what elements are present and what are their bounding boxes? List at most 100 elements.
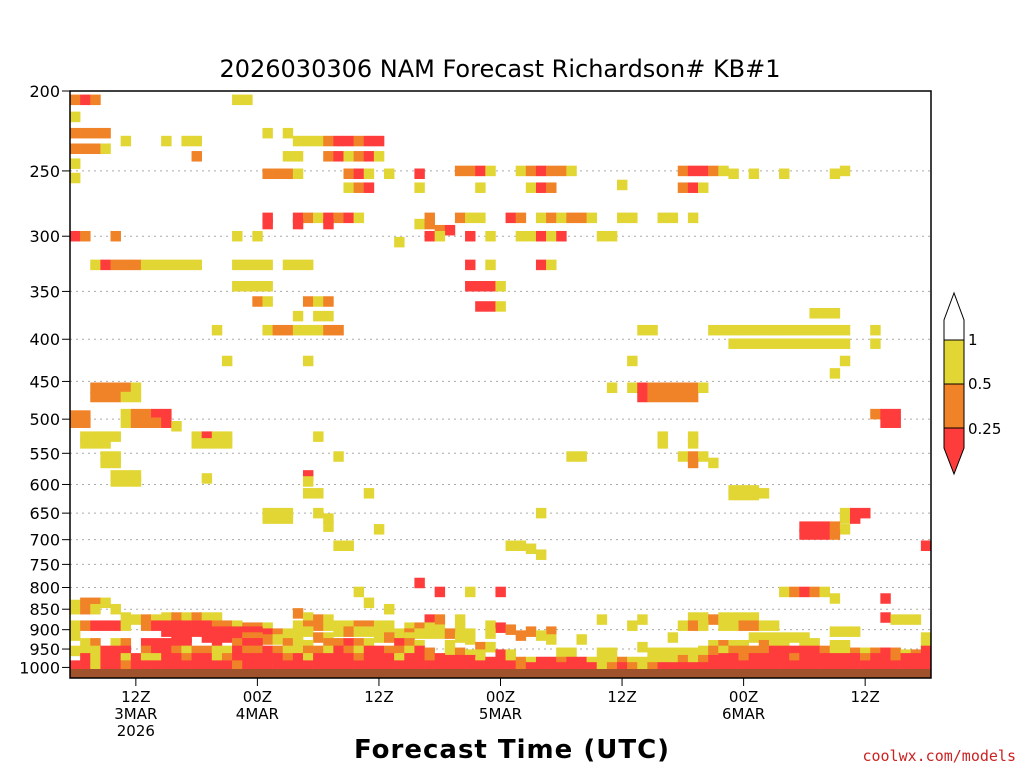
heatmap-cell xyxy=(252,230,263,242)
heatmap-cell xyxy=(211,660,223,671)
heatmap-cell xyxy=(211,653,223,664)
heatmap-cell xyxy=(191,135,202,147)
heatmap-cell xyxy=(546,165,557,177)
heatmap-cell xyxy=(860,660,871,671)
x-tick-label: 4MAR xyxy=(236,705,279,723)
heatmap-cell xyxy=(738,653,749,664)
heatmap-cell xyxy=(120,470,132,481)
y-tick-label: 700 xyxy=(29,531,60,550)
heatmap-cell xyxy=(829,593,841,604)
heatmap-cell xyxy=(556,165,567,177)
heatmap-cell xyxy=(556,656,567,668)
heatmap-cell xyxy=(151,408,162,420)
heatmap-cell xyxy=(920,632,932,643)
heatmap-cell xyxy=(495,622,506,633)
heatmap-cell xyxy=(728,645,739,657)
heatmap-cell xyxy=(768,640,780,651)
heatmap-cell xyxy=(232,653,243,664)
heatmap-cell xyxy=(262,513,273,524)
heatmap-cell xyxy=(323,296,334,307)
heatmap-cell xyxy=(130,259,142,271)
heatmap-cell xyxy=(120,382,132,393)
heatmap-cell xyxy=(292,151,304,162)
heatmap-cell xyxy=(454,622,466,633)
heatmap-cell xyxy=(353,638,365,649)
heatmap-cell xyxy=(363,182,375,193)
heatmap-cell xyxy=(596,230,608,242)
heatmap-cell xyxy=(363,597,375,609)
heatmap-cell xyxy=(515,660,527,671)
heatmap-cell xyxy=(80,653,91,664)
heatmap-cell xyxy=(90,660,101,671)
heatmap-cell xyxy=(151,645,162,657)
heatmap-cell xyxy=(151,660,162,671)
heatmap-cell xyxy=(110,457,121,469)
heatmap-cell xyxy=(100,127,111,139)
heatmap-cell xyxy=(161,626,172,637)
heatmap-cell xyxy=(748,632,760,643)
heatmap-cell xyxy=(779,324,790,336)
heatmap-cell xyxy=(323,151,334,162)
heatmap-cell xyxy=(211,612,223,623)
heatmap-cell xyxy=(789,645,800,657)
heatmap-cell xyxy=(151,614,162,625)
heatmap-cell xyxy=(809,586,820,598)
heatmap-cell xyxy=(768,338,780,349)
heatmap-cell xyxy=(80,230,91,242)
heatmap-cell xyxy=(140,408,152,420)
heatmap-cell xyxy=(839,355,851,367)
heatmap-cell xyxy=(728,660,739,671)
heatmap-cell xyxy=(485,620,496,631)
heatmap-cell xyxy=(90,603,101,615)
heatmap-cell xyxy=(232,638,243,649)
heatmap-cell xyxy=(728,324,739,336)
heatmap-cell xyxy=(799,645,810,657)
heatmap-cell xyxy=(100,431,111,442)
heatmap-cell xyxy=(120,408,132,420)
heatmap-cell xyxy=(657,656,668,668)
heatmap-cell xyxy=(809,338,820,349)
heatmap-cell xyxy=(221,355,233,367)
y-tick-label: 650 xyxy=(29,504,60,523)
heatmap-cell xyxy=(698,182,709,193)
heatmap-cell xyxy=(262,218,273,230)
heatmap-cell xyxy=(313,632,324,643)
heatmap-cell xyxy=(677,451,689,462)
y-tick-label: 900 xyxy=(29,621,60,640)
heatmap-cell xyxy=(768,324,780,336)
heatmap-cell xyxy=(535,656,547,668)
heatmap-cell xyxy=(201,620,213,631)
heatmap-cell xyxy=(70,603,81,615)
heatmap-cell xyxy=(434,224,446,236)
heatmap-cell xyxy=(698,662,709,673)
heatmap-cell xyxy=(100,438,111,449)
heatmap-cell xyxy=(546,259,557,271)
heatmap-cell xyxy=(667,391,679,403)
heatmap-cell xyxy=(191,431,202,442)
heatmap-cell xyxy=(252,259,263,271)
heatmap-cell xyxy=(181,626,192,637)
heatmap-cell xyxy=(444,660,456,671)
heatmap-cell xyxy=(201,473,213,484)
heatmap-cell xyxy=(525,543,537,555)
heatmap-cell xyxy=(232,632,243,643)
heatmap-cell xyxy=(677,391,689,403)
heatmap-cell xyxy=(647,656,658,668)
heatmap-cell xyxy=(384,626,395,637)
heatmap-cell xyxy=(353,653,365,664)
heatmap-cell xyxy=(161,612,172,623)
heatmap-cell xyxy=(353,135,365,147)
heatmap-cell xyxy=(161,645,172,657)
heatmap-cell xyxy=(333,212,344,224)
heatmap-cell xyxy=(373,626,385,637)
heatmap-cell xyxy=(687,457,699,469)
heatmap-cell xyxy=(262,634,273,645)
heatmap-cell xyxy=(657,438,668,449)
heatmap-cell xyxy=(900,614,912,625)
heatmap-cell xyxy=(363,135,375,147)
heatmap-cell xyxy=(384,168,395,180)
heatmap-cell xyxy=(120,645,132,657)
heatmap-cell xyxy=(80,645,91,657)
heatmap-cell xyxy=(465,165,476,177)
heatmap-cell xyxy=(343,620,354,631)
